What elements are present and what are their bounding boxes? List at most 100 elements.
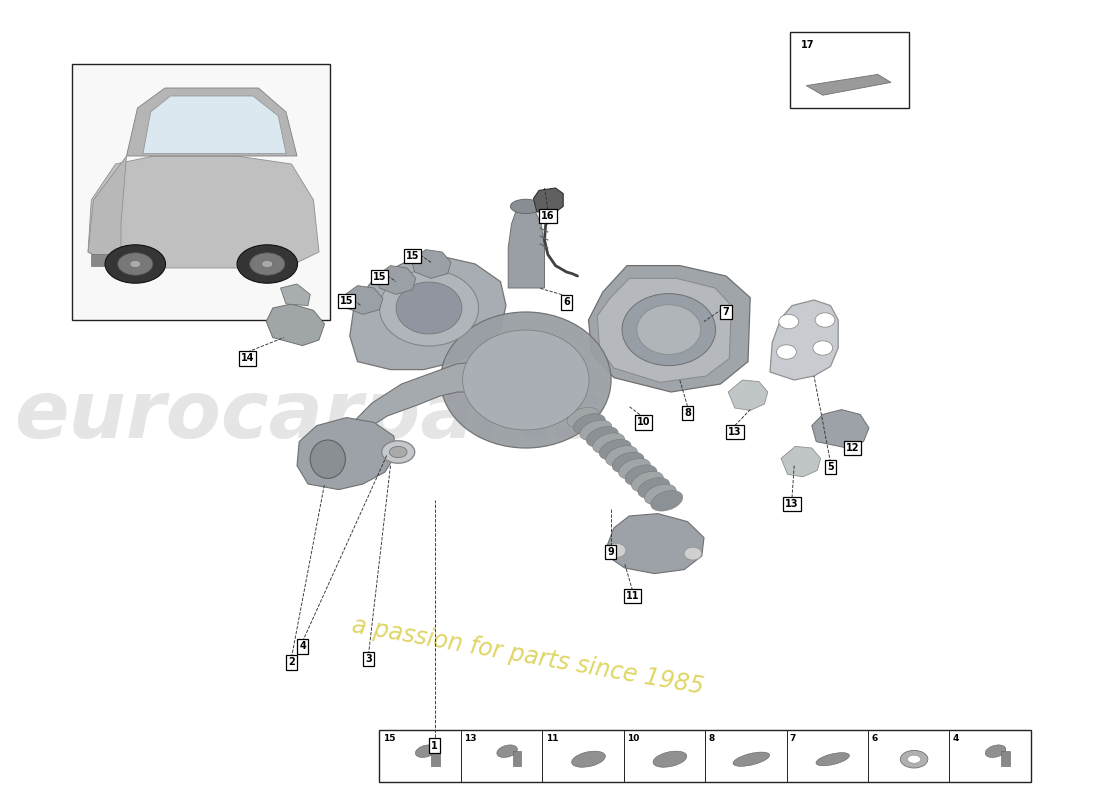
Bar bbox=[431, 751, 440, 766]
Ellipse shape bbox=[606, 446, 638, 466]
Text: 10: 10 bbox=[637, 418, 650, 427]
Text: 13: 13 bbox=[464, 734, 476, 743]
Polygon shape bbox=[508, 208, 544, 288]
Ellipse shape bbox=[593, 433, 625, 454]
Ellipse shape bbox=[625, 465, 657, 486]
Ellipse shape bbox=[262, 261, 273, 267]
Ellipse shape bbox=[638, 478, 670, 498]
Bar bbox=[379, 730, 1031, 782]
Polygon shape bbox=[266, 304, 324, 346]
Ellipse shape bbox=[606, 543, 626, 558]
Text: 12: 12 bbox=[846, 443, 859, 453]
Ellipse shape bbox=[986, 745, 1005, 758]
Ellipse shape bbox=[813, 341, 833, 355]
Ellipse shape bbox=[777, 345, 796, 359]
Bar bbox=[790, 32, 909, 108]
Text: 15: 15 bbox=[340, 296, 353, 306]
Text: 6: 6 bbox=[871, 734, 878, 743]
Polygon shape bbox=[319, 362, 497, 474]
Text: 5: 5 bbox=[827, 462, 834, 472]
Ellipse shape bbox=[573, 414, 605, 434]
Ellipse shape bbox=[310, 440, 345, 478]
Polygon shape bbox=[770, 300, 838, 380]
Polygon shape bbox=[597, 278, 732, 382]
Ellipse shape bbox=[440, 312, 612, 448]
Ellipse shape bbox=[637, 305, 701, 354]
Text: 17: 17 bbox=[801, 40, 814, 50]
Bar bbox=[91, 254, 119, 266]
Ellipse shape bbox=[623, 294, 715, 366]
Polygon shape bbox=[88, 156, 319, 268]
Ellipse shape bbox=[566, 407, 600, 428]
Text: 1: 1 bbox=[431, 741, 438, 750]
Ellipse shape bbox=[651, 490, 683, 511]
Ellipse shape bbox=[572, 751, 605, 767]
Bar bbox=[1001, 751, 1010, 766]
Text: 13: 13 bbox=[785, 499, 799, 509]
Ellipse shape bbox=[416, 745, 436, 758]
Text: 14: 14 bbox=[241, 354, 254, 363]
Polygon shape bbox=[88, 156, 126, 268]
Ellipse shape bbox=[462, 330, 590, 430]
Text: 15: 15 bbox=[383, 734, 395, 743]
Polygon shape bbox=[588, 266, 750, 392]
Text: 11: 11 bbox=[546, 734, 558, 743]
Text: 4: 4 bbox=[953, 734, 959, 743]
Ellipse shape bbox=[900, 750, 927, 768]
Ellipse shape bbox=[580, 420, 612, 441]
Ellipse shape bbox=[396, 282, 462, 334]
Text: 7: 7 bbox=[723, 307, 729, 317]
Polygon shape bbox=[376, 266, 416, 294]
Ellipse shape bbox=[645, 484, 676, 505]
Text: 3: 3 bbox=[365, 654, 372, 664]
Ellipse shape bbox=[684, 547, 702, 560]
Text: 6: 6 bbox=[563, 298, 570, 307]
Text: 8: 8 bbox=[684, 408, 691, 418]
Text: 15: 15 bbox=[406, 251, 419, 261]
Ellipse shape bbox=[379, 270, 478, 346]
Ellipse shape bbox=[389, 446, 407, 458]
Ellipse shape bbox=[816, 753, 849, 766]
Ellipse shape bbox=[130, 261, 141, 267]
Text: 13: 13 bbox=[728, 427, 741, 437]
Text: 15: 15 bbox=[373, 272, 386, 282]
Text: 11: 11 bbox=[626, 591, 639, 601]
Polygon shape bbox=[343, 286, 383, 314]
Ellipse shape bbox=[612, 452, 645, 473]
Polygon shape bbox=[728, 380, 768, 410]
Polygon shape bbox=[411, 250, 451, 278]
Text: 2: 2 bbox=[288, 658, 295, 667]
Ellipse shape bbox=[497, 745, 517, 758]
Ellipse shape bbox=[118, 253, 153, 275]
Polygon shape bbox=[297, 418, 396, 490]
Ellipse shape bbox=[779, 314, 799, 329]
Polygon shape bbox=[806, 74, 891, 95]
Ellipse shape bbox=[908, 755, 921, 763]
Ellipse shape bbox=[382, 441, 415, 463]
Ellipse shape bbox=[600, 439, 631, 460]
Ellipse shape bbox=[653, 751, 686, 767]
Bar bbox=[513, 751, 521, 766]
Polygon shape bbox=[812, 410, 869, 448]
Polygon shape bbox=[607, 514, 704, 574]
Polygon shape bbox=[143, 96, 286, 154]
Polygon shape bbox=[280, 284, 310, 306]
Ellipse shape bbox=[631, 471, 663, 492]
Text: 4: 4 bbox=[299, 642, 306, 651]
Ellipse shape bbox=[510, 199, 541, 214]
Polygon shape bbox=[781, 446, 821, 477]
Bar bbox=[72, 64, 330, 320]
Text: 10: 10 bbox=[627, 734, 639, 743]
Text: 7: 7 bbox=[790, 734, 796, 743]
Text: 8: 8 bbox=[708, 734, 715, 743]
Ellipse shape bbox=[733, 752, 770, 766]
Text: 16: 16 bbox=[541, 211, 554, 221]
Ellipse shape bbox=[250, 253, 285, 275]
Polygon shape bbox=[126, 88, 297, 156]
Text: a passion for parts since 1985: a passion for parts since 1985 bbox=[350, 613, 706, 699]
Text: eurocarparts: eurocarparts bbox=[14, 377, 602, 455]
Ellipse shape bbox=[586, 426, 618, 447]
Ellipse shape bbox=[618, 458, 650, 479]
Polygon shape bbox=[534, 188, 563, 212]
Text: 9: 9 bbox=[607, 547, 614, 557]
